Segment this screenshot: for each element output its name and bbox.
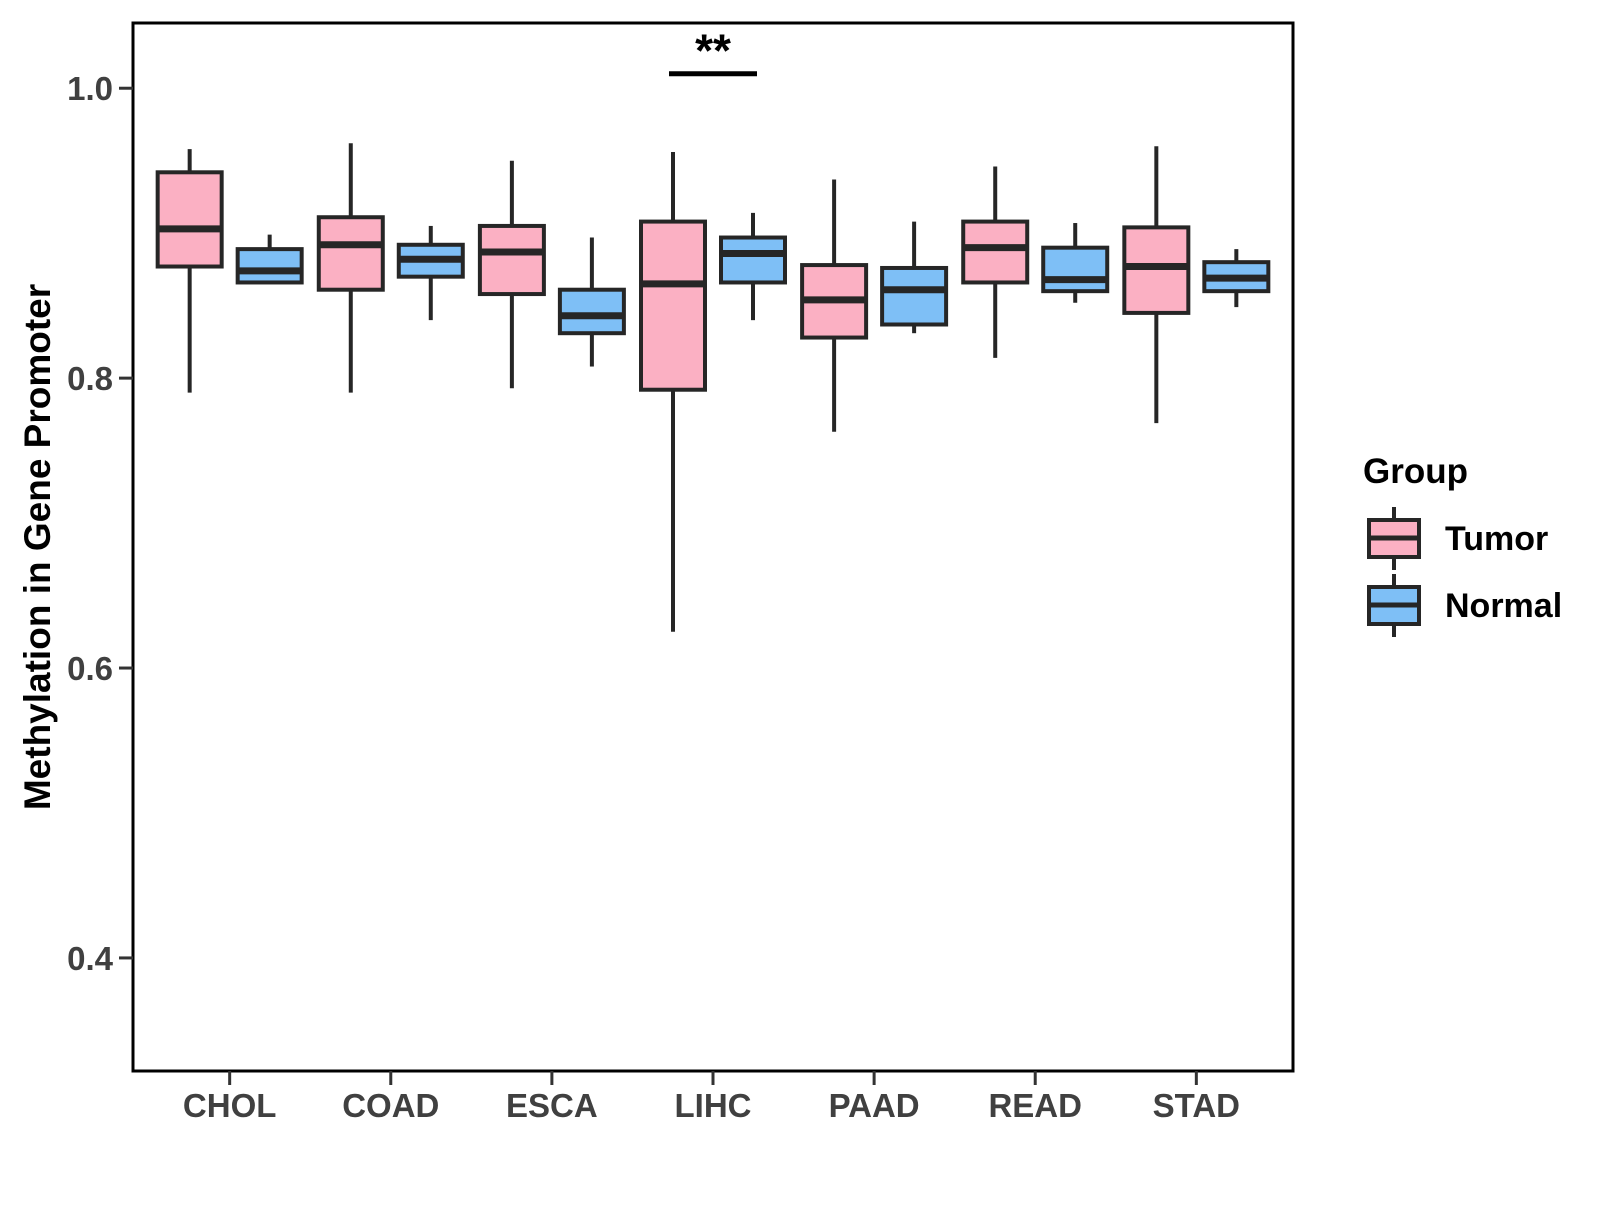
box-tumor-esca (477, 223, 546, 297)
boxplot-series (155, 143, 1271, 632)
legend-entry-normal: Normal (1367, 574, 1562, 638)
significance-label-lihc: ** (695, 25, 731, 77)
box-tumor-read (961, 219, 1030, 285)
legend-label-tumor: Tumor (1445, 519, 1549, 558)
y-tick-label: 0.4 (67, 940, 114, 977)
box-tumor-stad (1122, 225, 1191, 315)
legend: Group Tumor Normal (1363, 452, 1562, 638)
box-tumor-coad (316, 215, 385, 292)
annotations: ** (669, 25, 757, 77)
x-tick-label-read: READ (988, 1087, 1082, 1124)
x-tick-label-lihc: LIHC (675, 1087, 752, 1124)
x-tick-label-stad: STAD (1153, 1087, 1240, 1124)
y-tick-label: 1.0 (67, 70, 113, 107)
x-tick-label-coad: COAD (342, 1087, 439, 1124)
y-tick-label: 0.8 (67, 360, 113, 397)
box-normal-lihc (719, 235, 787, 285)
x-tick-label-chol: CHOL (183, 1087, 277, 1124)
legend-label-normal: Normal (1445, 586, 1563, 625)
box-normal-chol (235, 247, 304, 285)
y-tick-label: 0.6 (67, 650, 113, 687)
box-normal-paad (880, 265, 949, 327)
box-tumor-lihc (639, 219, 707, 392)
box-normal-read (1041, 245, 1110, 294)
tumor-boxplot-key-icon (1367, 507, 1421, 570)
y-axis-title: Methylation in Gene Promoter (17, 284, 58, 810)
box-tumor-chol (155, 170, 224, 269)
plot-panel (131, 21, 1295, 1073)
x-tick-label-esca: ESCA (506, 1087, 598, 1124)
normal-boxplot-key-icon (1367, 574, 1421, 637)
box-normal-esca (557, 287, 626, 336)
legend-title: Group (1363, 452, 1468, 491)
y-axis: 0.4 0.6 0.8 1.0 (67, 70, 133, 977)
x-axis: CHOL COAD ESCA LIHC PAAD READ STAD (183, 1071, 1240, 1124)
x-tick-label-paad: PAAD (829, 1087, 920, 1124)
legend-entry-tumor: Tumor (1367, 507, 1562, 571)
